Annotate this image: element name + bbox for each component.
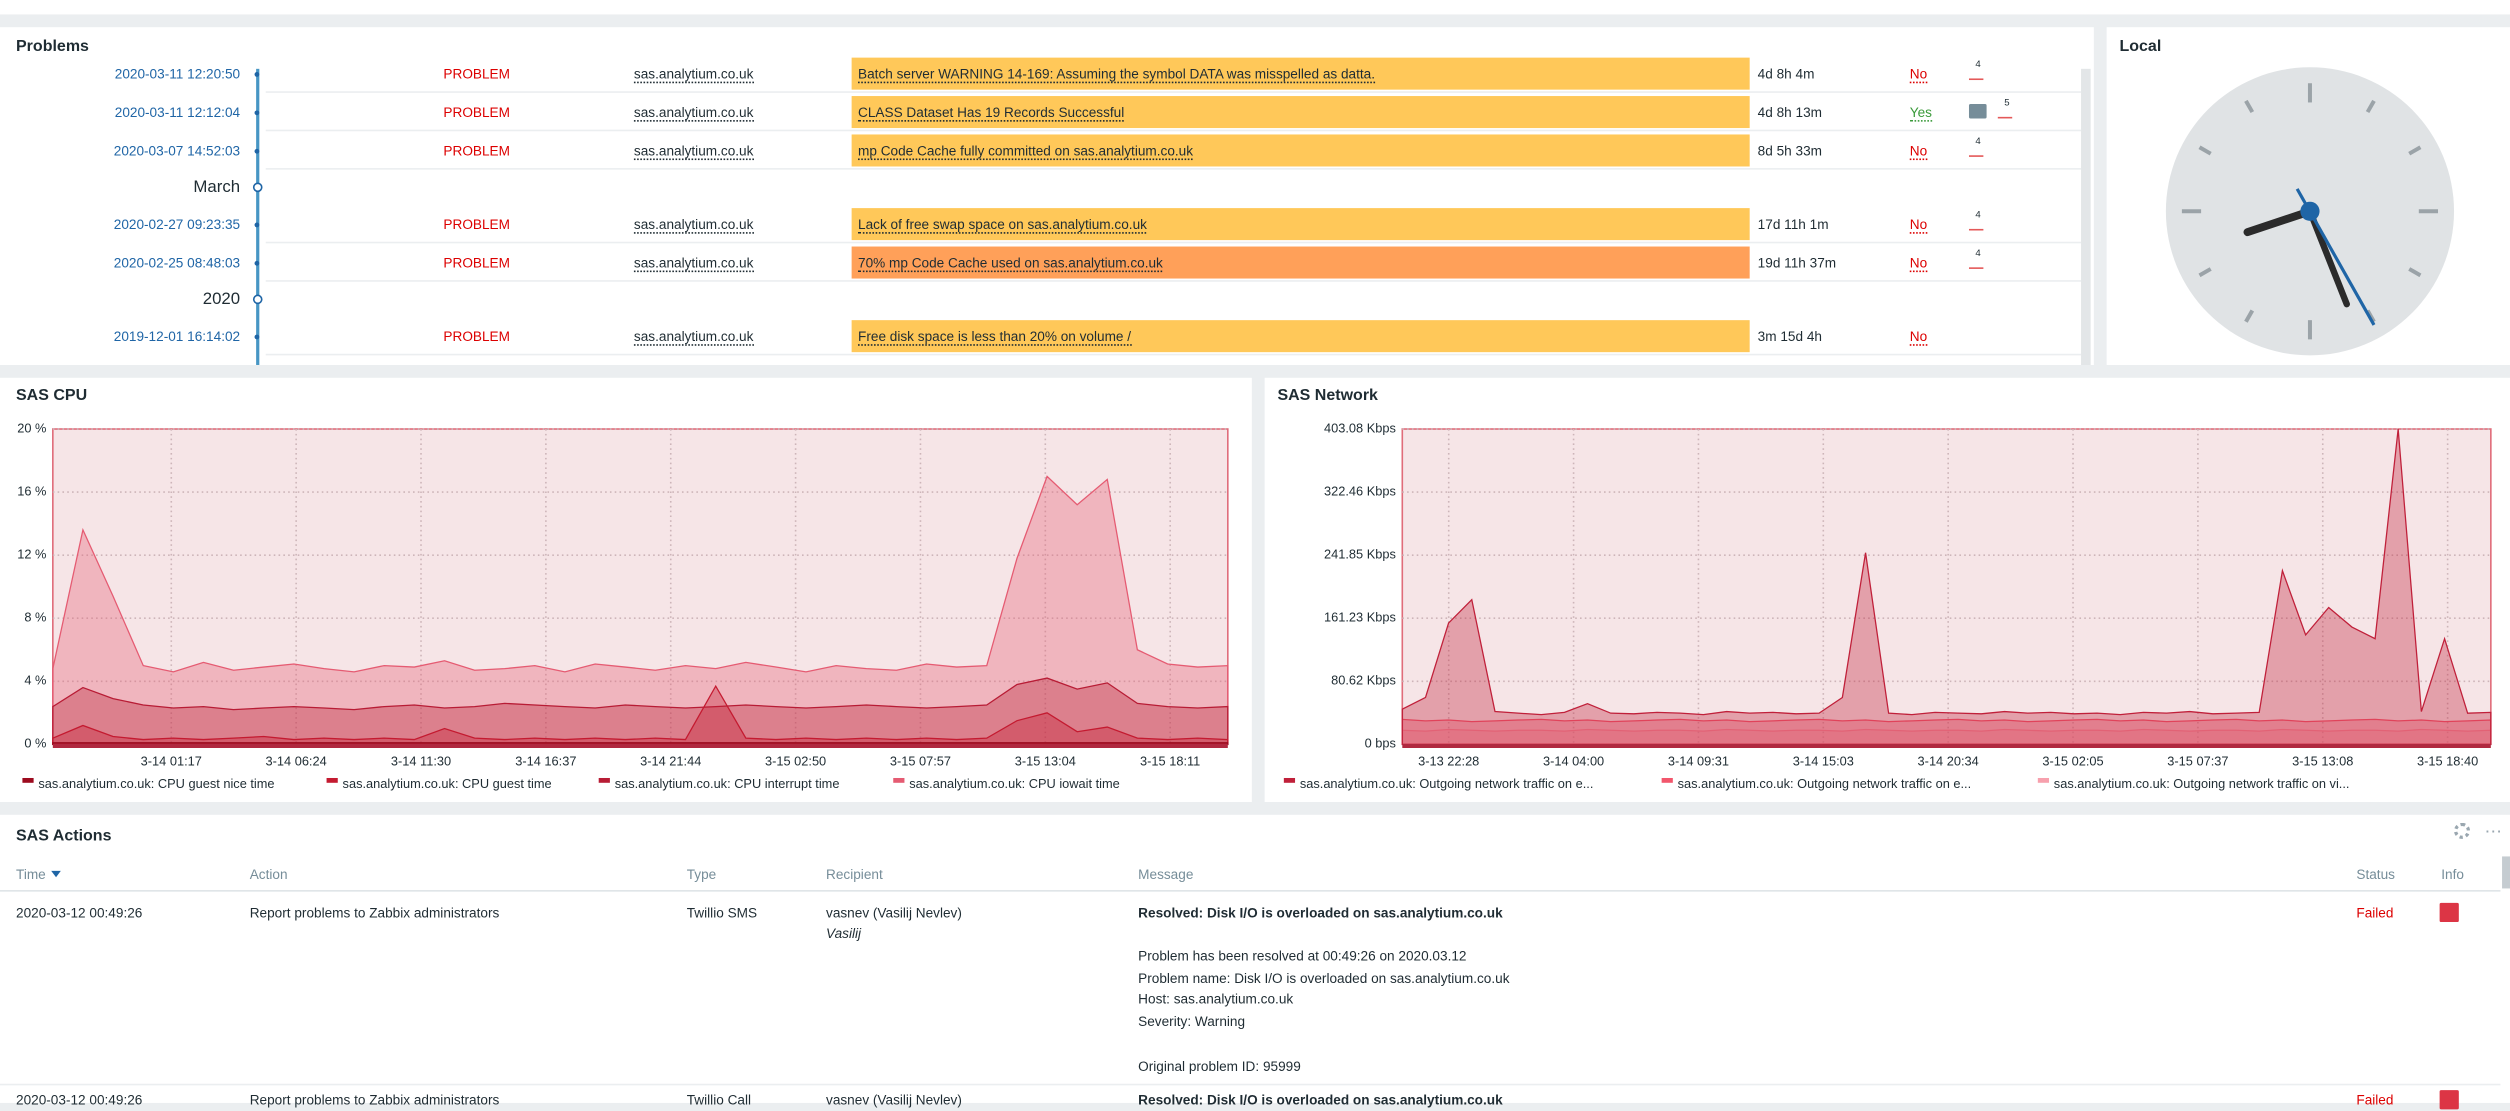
y-tick-label: 241.85 Kbps <box>1324 547 1396 562</box>
y-tick-label: 161.23 Kbps <box>1324 610 1396 625</box>
legend-swatch <box>1662 778 1673 783</box>
x-tick-label: 3-15 07:57 <box>890 753 951 768</box>
x-tick-label: 3-15 07:37 <box>2167 753 2228 768</box>
x-tick-label: 3-14 04:00 <box>1543 753 1604 768</box>
x-tick-label: 3-14 16:37 <box>515 753 576 768</box>
x-tick-label: 3-14 21:44 <box>640 753 701 768</box>
x-tick-label: 3-14 20:34 <box>1918 753 1979 768</box>
y-tick-label: 16 % <box>17 483 46 498</box>
x-tick-label: 3-15 18:40 <box>2417 753 2478 768</box>
x-tick-label: 3-15 18:11 <box>1140 753 1200 768</box>
y-tick-label: 403.08 Kbps <box>1324 420 1396 435</box>
clock <box>2166 67 2454 355</box>
y-tick-label: 4 % <box>24 673 46 688</box>
y-tick-label: 20 % <box>17 420 46 435</box>
legend-label: sas.analytium.co.uk: Outgoing network tr… <box>1678 776 1972 791</box>
legend-label: sas.analytium.co.uk: Outgoing network tr… <box>2054 776 2350 791</box>
x-tick-label: 3-14 11:30 <box>391 753 451 768</box>
y-tick-label: 12 % <box>17 547 46 562</box>
y-tick-label: 80.62 Kbps <box>1331 673 1396 688</box>
legend-label: sas.analytium.co.uk: CPU iowait time <box>909 776 1120 791</box>
legend-swatch <box>599 778 610 783</box>
x-tick-label: 3-14 15:03 <box>1793 753 1854 768</box>
legend-swatch <box>22 778 33 783</box>
legend-swatch <box>893 778 904 783</box>
clock-center <box>2300 202 2319 221</box>
y-tick-label: 0 bps <box>1365 736 1396 751</box>
legend-label: sas.analytium.co.uk: CPU interrupt time <box>615 776 840 791</box>
legend-label: sas.analytium.co.uk: CPU guest time <box>343 776 552 791</box>
y-tick-label: 322.46 Kbps <box>1324 483 1396 498</box>
legend-label: sas.analytium.co.uk: CPU guest nice time <box>38 776 274 791</box>
legend-swatch <box>2038 778 2049 783</box>
x-tick-label: 3-15 02:05 <box>2042 753 2103 768</box>
x-tick-label: 3-14 06:24 <box>266 753 327 768</box>
x-tick-label: 3-15 13:08 <box>2292 753 2353 768</box>
x-tick-label: 3-14 01:17 <box>141 753 202 768</box>
legend-swatch <box>1284 778 1295 783</box>
x-tick-label: 3-13 22:28 <box>1418 753 1479 768</box>
x-tick-label: 3-15 02:50 <box>765 753 826 768</box>
x-tick-label: 3-14 09:31 <box>1668 753 1729 768</box>
legend-label: sas.analytium.co.uk: Outgoing network tr… <box>1300 776 1594 791</box>
y-tick-label: 8 % <box>24 610 46 625</box>
y-tick-label: 0 % <box>24 736 46 751</box>
legend-swatch <box>327 778 338 783</box>
x-tick-label: 3-15 13:04 <box>1015 753 1076 768</box>
